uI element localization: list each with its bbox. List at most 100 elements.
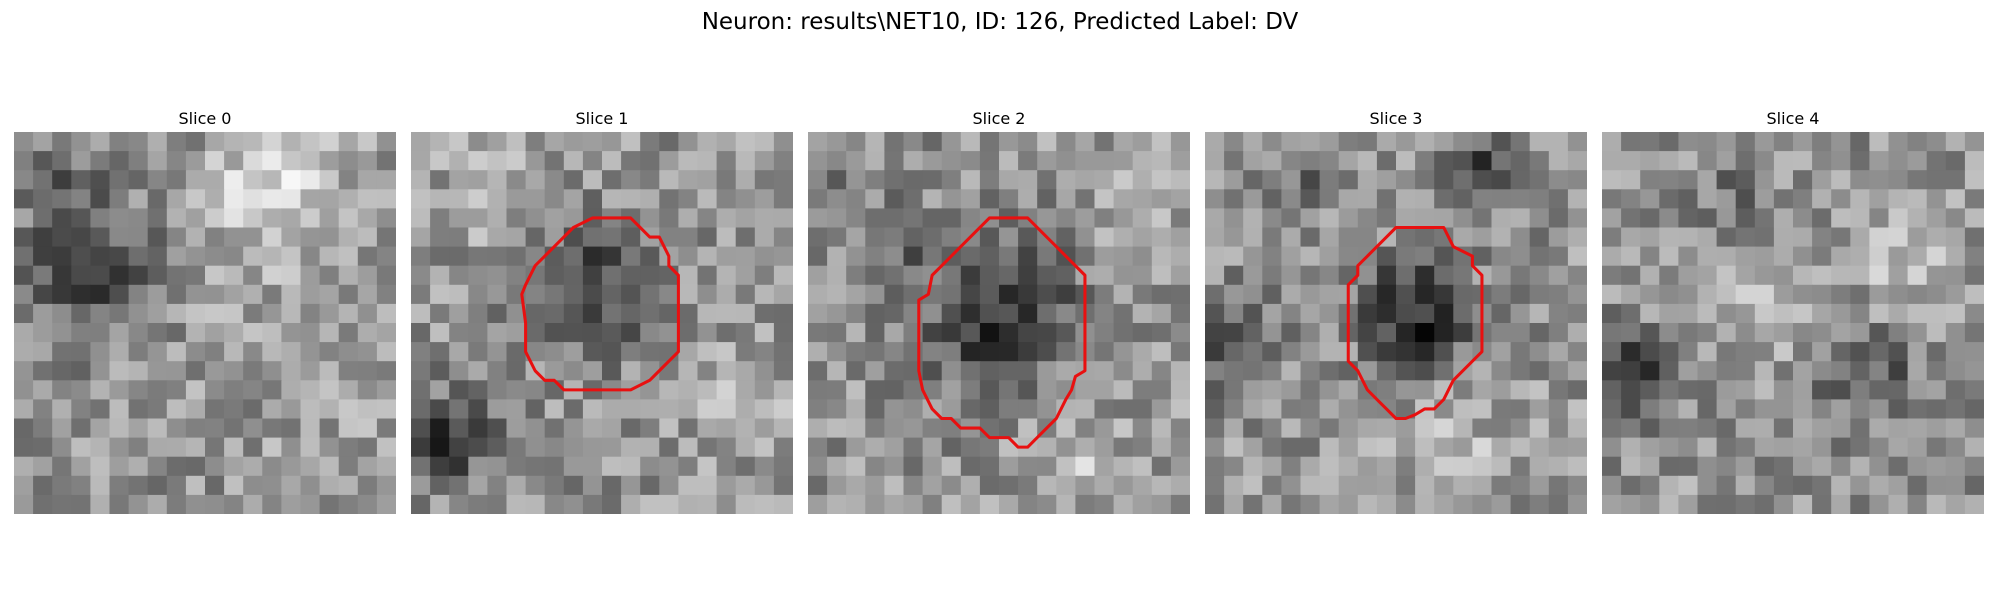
pixel	[1319, 342, 1340, 362]
pixel	[754, 208, 775, 229]
pixel	[1491, 227, 1512, 248]
pixel	[1224, 151, 1244, 171]
pixel	[147, 494, 168, 514]
pixel	[1357, 208, 1378, 229]
pixel	[716, 227, 737, 248]
pixel	[865, 284, 885, 305]
pixel	[1243, 170, 1263, 190]
pixel	[1338, 208, 1359, 229]
pixel	[243, 456, 263, 477]
pixel	[1678, 380, 1699, 400]
pixel	[1716, 399, 1737, 420]
pixel	[1850, 303, 1870, 324]
pixel	[640, 303, 660, 324]
pixel	[754, 323, 775, 343]
pixel	[1300, 132, 1321, 152]
pixel	[487, 227, 508, 248]
pixel	[716, 361, 737, 381]
pixel	[1812, 151, 1832, 171]
pixel	[979, 342, 1000, 362]
pixel	[1205, 284, 1225, 305]
pixel	[1243, 418, 1263, 439]
pixel	[185, 227, 206, 248]
pixel	[506, 170, 527, 190]
pixel	[1907, 361, 1928, 381]
pixel	[1602, 170, 1622, 190]
pixel	[1735, 456, 1756, 477]
pixel	[678, 418, 699, 439]
pixel	[1812, 227, 1832, 248]
pixel	[1113, 456, 1134, 477]
pixel	[979, 361, 1000, 381]
pixel	[1926, 189, 1947, 209]
pixel	[1793, 399, 1813, 420]
pixel	[1831, 189, 1851, 209]
pixel	[109, 303, 130, 324]
pixel	[14, 494, 34, 514]
pixel	[357, 284, 378, 305]
pixel	[941, 399, 962, 420]
pixel	[1300, 303, 1321, 324]
pixel	[224, 437, 244, 458]
pixel	[999, 132, 1019, 152]
pixel	[430, 399, 450, 420]
pixel	[487, 437, 508, 458]
pixel	[1793, 380, 1813, 400]
pixel	[1773, 265, 1794, 286]
pixel	[1888, 265, 1909, 286]
pixel	[525, 303, 546, 324]
pixel	[659, 456, 679, 477]
pixel	[884, 380, 905, 400]
pixel	[1205, 323, 1225, 343]
pixel	[1205, 132, 1225, 152]
pixel	[1018, 418, 1038, 439]
pixel	[1037, 437, 1057, 458]
pixel	[109, 418, 130, 439]
pixel	[1869, 361, 1890, 381]
pixel	[1281, 399, 1302, 420]
pixel	[1396, 303, 1416, 324]
pixel	[941, 170, 962, 190]
pixel	[735, 494, 756, 514]
pixel	[1716, 170, 1737, 190]
pixel	[166, 475, 187, 496]
pixel	[487, 342, 508, 362]
pixel	[1793, 246, 1813, 267]
pixel	[1812, 323, 1832, 343]
pixel	[166, 342, 187, 362]
pixel	[1472, 437, 1493, 458]
pixel	[338, 303, 359, 324]
pixel	[1567, 284, 1587, 305]
pixel	[411, 170, 431, 190]
pixel	[1018, 284, 1038, 305]
pixel	[319, 265, 340, 286]
pixel	[1262, 323, 1282, 343]
pixel	[941, 456, 962, 477]
pixel	[1907, 418, 1928, 439]
pixel	[602, 323, 622, 343]
pixel	[960, 399, 981, 420]
pixel	[1396, 456, 1416, 477]
pixel	[1415, 342, 1435, 362]
pixel	[1396, 189, 1416, 209]
pixel	[979, 418, 1000, 439]
pixel	[563, 284, 584, 305]
pixel	[602, 303, 622, 324]
pixel	[90, 456, 111, 477]
pixel	[147, 170, 168, 190]
pixel	[1621, 399, 1641, 420]
pixel	[1319, 475, 1340, 496]
pixel	[1376, 208, 1397, 229]
pixel	[1075, 246, 1096, 267]
pixel	[1926, 132, 1947, 152]
pixel	[1075, 170, 1096, 190]
pixel	[1659, 284, 1679, 305]
pixel	[525, 437, 546, 458]
pixel	[979, 151, 1000, 171]
slice-panel-0: Slice 0	[14, 108, 396, 514]
pixel	[1396, 208, 1416, 229]
pixel	[827, 418, 847, 439]
pixel	[1300, 151, 1321, 171]
pixel	[1434, 132, 1454, 152]
slice-image	[14, 132, 396, 514]
